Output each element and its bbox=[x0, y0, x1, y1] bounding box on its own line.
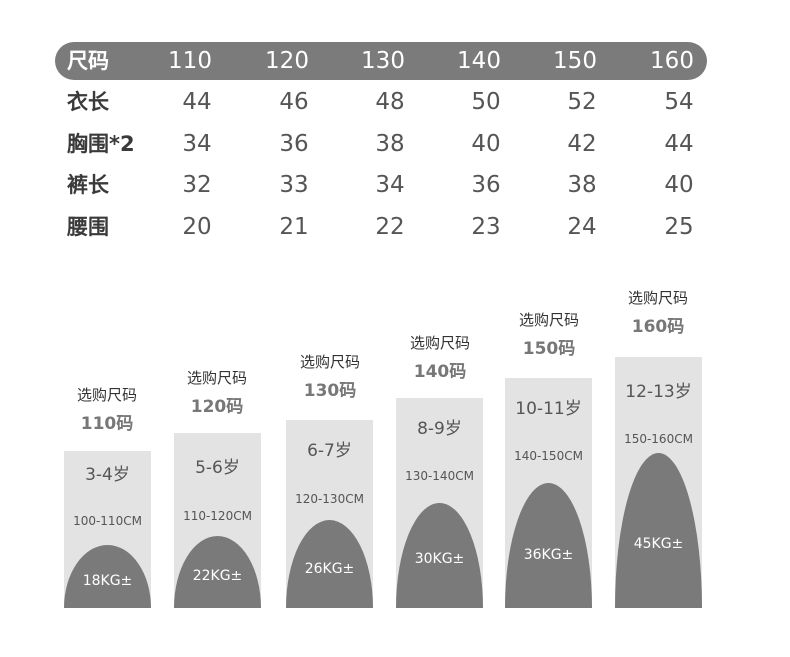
card-height: 100-110CM bbox=[73, 514, 142, 528]
card-weight: 36KG± bbox=[523, 547, 574, 563]
table-cell: 50 bbox=[471, 89, 501, 115]
table-cell: 32 bbox=[182, 172, 212, 198]
table-cell: 34 bbox=[375, 172, 405, 198]
table-cell: 20 bbox=[182, 214, 212, 240]
size-header-150: 150 bbox=[553, 48, 597, 74]
table-cell: 34 bbox=[182, 131, 212, 157]
table-cell: 36 bbox=[279, 131, 309, 157]
size-header-130: 130 bbox=[361, 48, 405, 74]
card-size: 110码 bbox=[80, 414, 134, 434]
table-cell: 40 bbox=[471, 131, 501, 157]
table-cell: 25 bbox=[664, 214, 694, 240]
card-size: 120码 bbox=[190, 397, 244, 417]
table-cell: 36 bbox=[471, 172, 501, 198]
card-size: 150码 bbox=[522, 339, 576, 359]
card-weight: 30KG± bbox=[414, 551, 465, 567]
card-size: 140码 bbox=[413, 362, 467, 382]
table-cell: 44 bbox=[182, 89, 212, 115]
header-label: 尺码 bbox=[67, 49, 109, 73]
card-size: 130码 bbox=[303, 381, 357, 401]
row-label-waist: 腰围 bbox=[67, 215, 109, 239]
card-title: 选购尺码 bbox=[409, 334, 470, 352]
size-header-160: 160 bbox=[650, 48, 694, 74]
card-height: 120-130CM bbox=[295, 492, 364, 506]
table-cell: 21 bbox=[279, 214, 309, 240]
row-label-chest: 胸围*2 bbox=[67, 132, 135, 156]
table-cell: 23 bbox=[471, 214, 501, 240]
table-cell: 44 bbox=[664, 131, 694, 157]
size-card-110: 3-4岁 100-110CM 18KG± bbox=[64, 451, 151, 608]
table-cell: 52 bbox=[567, 89, 597, 115]
card-title: 选购尺码 bbox=[299, 353, 360, 371]
size-card-150: 10-11岁 140-150CM 36KG± bbox=[505, 378, 592, 608]
card-age: 12-13岁 bbox=[625, 382, 692, 402]
card-age: 10-11岁 bbox=[515, 399, 582, 419]
table-cell: 40 bbox=[664, 172, 694, 198]
size-card-120: 5-6岁 110-120CM 22KG± bbox=[174, 433, 261, 608]
size-card-140: 8-9岁 130-140CM 30KG± bbox=[396, 398, 483, 608]
row-label-pants-length: 裤长 bbox=[67, 173, 109, 197]
card-height: 140-150CM bbox=[514, 449, 583, 463]
card-title: 选购尺码 bbox=[518, 311, 579, 329]
table-header-bar bbox=[55, 42, 707, 80]
size-header-140: 140 bbox=[457, 48, 501, 74]
weight-dome bbox=[615, 453, 702, 608]
table-cell: 46 bbox=[279, 89, 309, 115]
size-header-120: 120 bbox=[265, 48, 309, 74]
card-size: 160码 bbox=[631, 317, 685, 337]
table-cell: 54 bbox=[664, 89, 694, 115]
table-cell: 38 bbox=[375, 131, 405, 157]
size-card-130: 6-7岁 120-130CM 26KG± bbox=[286, 420, 373, 608]
table-cell: 33 bbox=[279, 172, 309, 198]
card-weight: 22KG± bbox=[192, 568, 243, 584]
card-height: 110-120CM bbox=[183, 509, 252, 523]
table-cell: 24 bbox=[567, 214, 597, 240]
weight-dome bbox=[505, 483, 592, 608]
table-cell: 42 bbox=[567, 131, 597, 157]
card-height: 130-140CM bbox=[405, 469, 474, 483]
card-title: 选购尺码 bbox=[186, 369, 247, 387]
table-cell: 38 bbox=[567, 172, 597, 198]
card-age: 5-6岁 bbox=[195, 458, 240, 478]
card-weight: 45KG± bbox=[633, 536, 684, 552]
card-weight: 18KG± bbox=[82, 573, 133, 589]
card-weight: 26KG± bbox=[304, 561, 355, 577]
card-title: 选购尺码 bbox=[76, 386, 137, 404]
card-title: 选购尺码 bbox=[627, 289, 688, 307]
table-cell: 22 bbox=[375, 214, 405, 240]
card-height: 150-160CM bbox=[624, 432, 693, 446]
card-age: 3-4岁 bbox=[85, 465, 130, 485]
card-age: 6-7岁 bbox=[307, 441, 352, 461]
card-age: 8-9岁 bbox=[417, 419, 462, 439]
size-header-110: 110 bbox=[168, 48, 212, 74]
row-label-length: 衣长 bbox=[67, 90, 109, 114]
table-cell: 48 bbox=[375, 89, 405, 115]
size-card-160: 12-13岁 150-160CM 45KG± bbox=[615, 357, 702, 608]
